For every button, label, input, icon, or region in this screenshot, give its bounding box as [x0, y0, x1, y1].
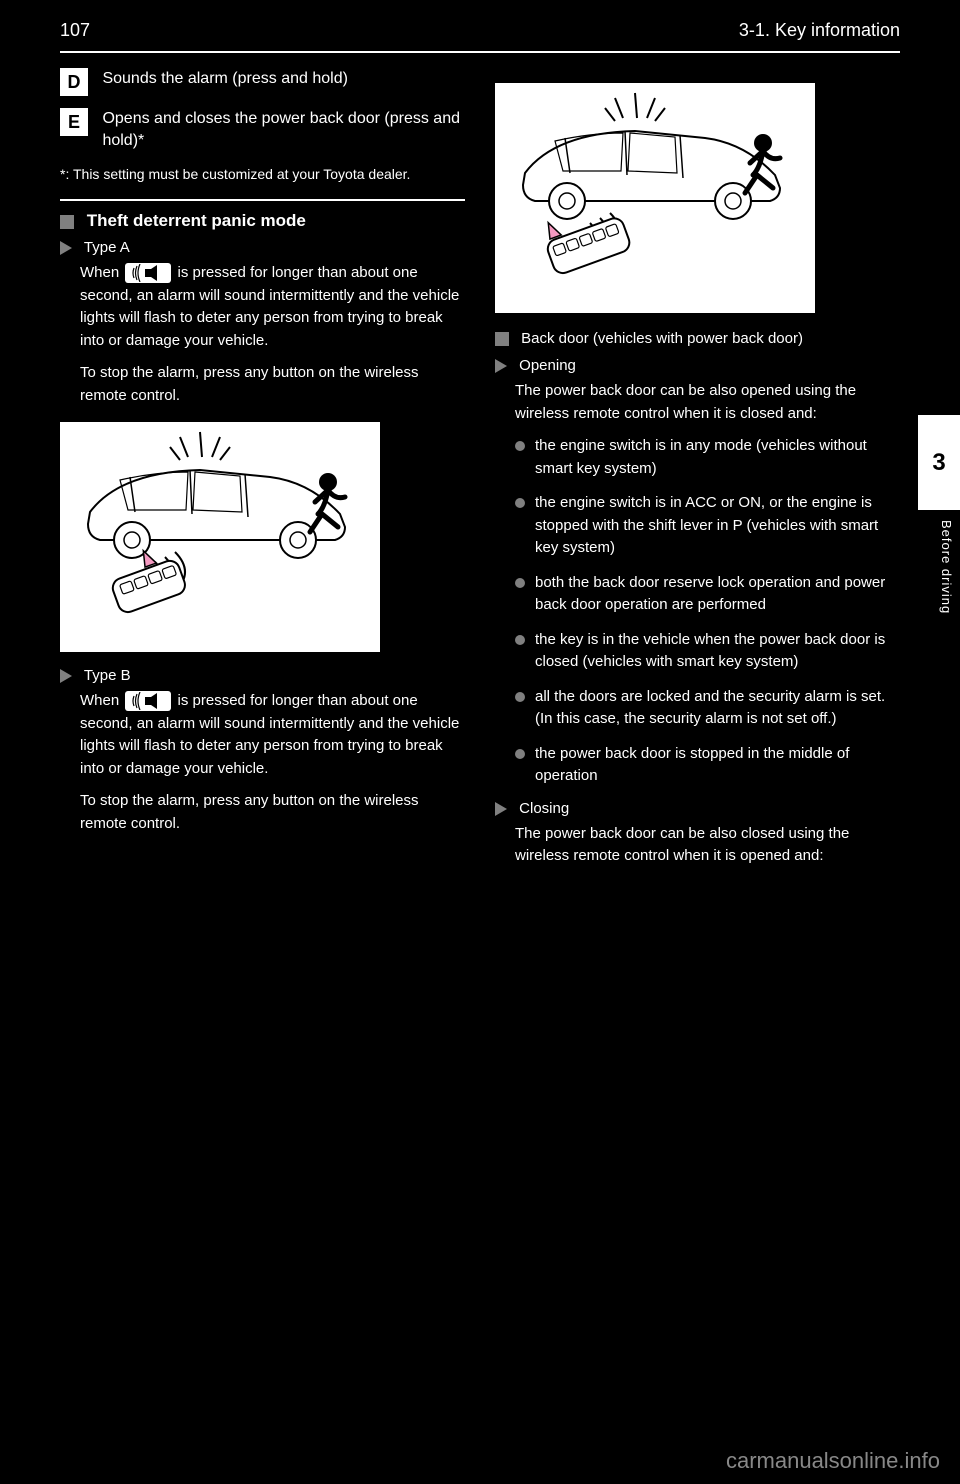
- header-rule: [60, 51, 900, 53]
- variant-b-label: Type B: [60, 667, 465, 684]
- page-number: 107: [60, 20, 90, 41]
- watermark: carmanualsonline.info: [726, 1448, 940, 1474]
- round-bullet-icon: [515, 441, 525, 451]
- closing-label: Closing: [495, 800, 900, 817]
- opening-label: Opening: [495, 357, 900, 374]
- square-bullet-icon: [495, 332, 509, 346]
- variant-a-para1: When is pressed for longer than about on…: [60, 262, 465, 352]
- subheading-theft-text: Theft deterrent panic mode: [87, 211, 306, 230]
- opening-intro: The power back door can be also opened u…: [495, 380, 900, 425]
- triangle-bullet-icon: [60, 241, 72, 255]
- round-bullet-icon: [515, 692, 525, 702]
- closing-text: Closing: [519, 800, 569, 817]
- item-d: D Sounds the alarm (press and hold): [60, 68, 465, 96]
- letter-d-box: D: [60, 68, 88, 96]
- triangle-bullet-icon: [495, 359, 507, 373]
- figure-type-b: [495, 83, 815, 313]
- variant-a-para2: To stop the alarm, press any button on t…: [60, 362, 465, 407]
- alarm-button-icon: [125, 691, 171, 711]
- alarm-button-icon: [125, 263, 171, 283]
- figure-type-a: [60, 422, 380, 652]
- square-bullet-icon: [60, 215, 74, 229]
- round-bullet-icon: [515, 498, 525, 508]
- chapter-number: 3: [932, 449, 945, 477]
- round-bullet-icon: [515, 635, 525, 645]
- round-bullet-icon: [515, 749, 525, 759]
- letter-e-box: E: [60, 108, 88, 136]
- opening-text: Opening: [519, 357, 576, 374]
- chapter-tab: 3: [918, 415, 960, 510]
- variant-b-para1: When is pressed for longer than about on…: [60, 690, 465, 780]
- section-rule: [60, 199, 465, 201]
- item-e-text: Opens and closes the power back door (pr…: [102, 108, 462, 153]
- round-bullet-icon: [515, 578, 525, 588]
- variant-a-label: Type A: [60, 239, 465, 256]
- left-column: D Sounds the alarm (press and hold) E Op…: [60, 68, 465, 868]
- variant-b-text: Type B: [84, 667, 131, 684]
- footnote: *: This setting must be customized at yo…: [60, 165, 465, 185]
- opening-bullet-0: the engine switch is in any mode (vehicl…: [515, 435, 900, 480]
- variant-b-para2: To stop the alarm, press any button on t…: [60, 790, 465, 835]
- chapter-label: Before driving: [939, 520, 954, 614]
- subheading-backdoor-text: Back door (vehicles with power back door…: [521, 328, 896, 349]
- triangle-bullet-icon: [60, 669, 72, 683]
- section-title: 3-1. Key information: [739, 20, 900, 41]
- page-header: 107 3-1. Key information: [0, 0, 960, 51]
- subheading-theft: Theft deterrent panic mode: [60, 211, 465, 231]
- subheading-backdoor: Back door (vehicles with power back door…: [495, 328, 900, 349]
- opening-bullet-3: the key is in the vehicle when the power…: [515, 629, 900, 674]
- opening-bullet-2: both the back door reserve lock operatio…: [515, 572, 900, 617]
- right-column: Back door (vehicles with power back door…: [495, 68, 900, 868]
- triangle-bullet-icon: [495, 802, 507, 816]
- item-e: E Opens and closes the power back door (…: [60, 108, 465, 153]
- opening-bullet-4: all the doors are locked and the securit…: [515, 686, 900, 731]
- variant-a-text: Type A: [84, 239, 130, 256]
- item-d-text: Sounds the alarm (press and hold): [102, 68, 462, 90]
- opening-bullet-1: the engine switch is in ACC or ON, or th…: [515, 492, 900, 560]
- opening-bullet-5: the power back door is stopped in the mi…: [515, 743, 900, 788]
- closing-intro: The power back door can be also closed u…: [495, 823, 900, 868]
